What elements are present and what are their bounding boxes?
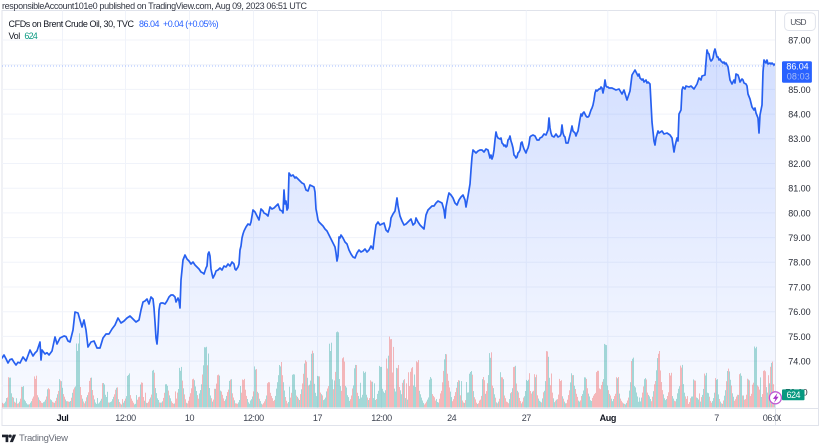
svg-text:77.00: 77.00 (788, 282, 810, 292)
svg-text:TradingView: TradingView (19, 433, 68, 444)
svg-text:USD: USD (790, 17, 806, 27)
svg-text:80.00: 80.00 (788, 208, 810, 218)
svg-text:76.00: 76.00 (788, 307, 810, 317)
svg-text:17: 17 (313, 413, 323, 423)
svg-text:75.00: 75.00 (788, 332, 810, 342)
svg-text:12:00: 12:00 (371, 413, 392, 423)
svg-text:86.04: 86.04 (786, 62, 808, 72)
svg-text:86.04 +0.04 (+0.05%): 86.04 +0.04 (+0.05%) (139, 19, 219, 29)
svg-text:27: 27 (522, 413, 532, 423)
svg-text:24: 24 (447, 413, 457, 423)
svg-text:12:00: 12:00 (243, 413, 264, 423)
svg-text:84.00: 84.00 (788, 110, 810, 120)
svg-text:Jul: Jul (57, 413, 69, 423)
svg-text:12:00: 12:00 (115, 413, 136, 423)
svg-text:79.00: 79.00 (788, 233, 810, 243)
svg-text:06:00: 06:00 (763, 413, 784, 423)
svg-text:78.00: 78.00 (788, 258, 810, 268)
svg-text:10: 10 (185, 413, 195, 423)
svg-text:85.00: 85.00 (788, 85, 810, 95)
svg-text:87.00: 87.00 (788, 35, 810, 45)
svg-text:74.00: 74.00 (788, 357, 810, 367)
svg-text:Vol: Vol (9, 31, 21, 41)
svg-text:624: 624 (787, 390, 801, 400)
svg-text:83.00: 83.00 (788, 134, 810, 144)
svg-text:81.00: 81.00 (788, 184, 810, 194)
svg-text:82.00: 82.00 (788, 159, 810, 169)
svg-text:08:03: 08:03 (787, 71, 810, 81)
svg-text:responsibleAccount101e0 publis: responsibleAccount101e0 published on Tra… (2, 1, 308, 11)
svg-text:624: 624 (24, 31, 37, 41)
svg-text:Aug: Aug (600, 413, 616, 423)
svg-text:7: 7 (714, 413, 719, 423)
svg-text:CFDs on Brent Crude Oil, 30, T: CFDs on Brent Crude Oil, 30, TVC (9, 19, 135, 29)
